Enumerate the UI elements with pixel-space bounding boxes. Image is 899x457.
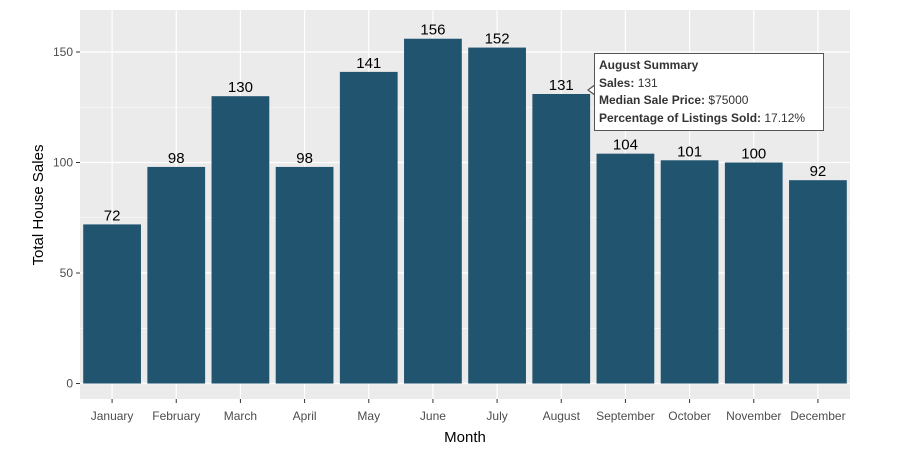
x-tick-label: September — [596, 409, 655, 423]
bar-november[interactable] — [724, 162, 783, 384]
x-tick-label: October — [668, 409, 711, 423]
bar-value-label: 98 — [168, 150, 185, 167]
x-tick-label: August — [543, 409, 581, 423]
y-axis-title: Total House Sales — [30, 145, 47, 266]
bar-august[interactable] — [532, 93, 591, 384]
x-tick-label: January — [91, 409, 134, 423]
bar-june[interactable] — [404, 38, 462, 384]
x-tick-label: May — [357, 409, 380, 423]
bar-value-label: 104 — [613, 137, 638, 154]
x-tick-label: March — [224, 409, 257, 423]
bar-value-label: 72 — [104, 207, 121, 224]
bar-value-label: 101 — [677, 143, 702, 160]
bar-july[interactable] — [468, 47, 526, 384]
tooltip-row-sales: Sales: 131 — [599, 75, 658, 90]
hover-tooltip: August Summary Sales: 131 Median Sale Pr… — [594, 53, 824, 131]
bar-september[interactable] — [596, 153, 655, 384]
bar-value-label: 92 — [810, 163, 827, 180]
y-tick-label: 150 — [53, 45, 73, 59]
y-axis: 0 50 100 150 — [53, 45, 80, 391]
x-tick-label: February — [152, 409, 200, 423]
bar-value-label: 141 — [356, 55, 381, 72]
bar-december[interactable] — [789, 180, 847, 384]
tooltip-row-pct-sold: Percentage of Listings Sold: 17.12% — [599, 110, 806, 125]
tooltip-pointer-fill — [589, 85, 596, 95]
x-tick-label: November — [726, 409, 781, 423]
bar-value-label: 152 — [485, 31, 510, 48]
bar-april[interactable] — [275, 166, 334, 384]
bar-february[interactable] — [147, 166, 206, 384]
bar-may[interactable] — [339, 71, 398, 384]
x-tick-label: December — [790, 409, 845, 423]
bar-value-label: 156 — [420, 22, 445, 39]
bar-value-label: 98 — [296, 150, 313, 167]
tooltip-row-median-price: Median Sale Price: $75000 — [599, 93, 749, 107]
y-tick-label: 0 — [66, 377, 73, 391]
x-axis-title: Month — [444, 429, 486, 446]
y-tick-label: 100 — [53, 156, 73, 170]
bars — [83, 38, 847, 384]
bar-january[interactable] — [83, 224, 141, 384]
bar-october[interactable] — [660, 160, 719, 384]
y-tick-label: 50 — [60, 266, 74, 280]
tooltip-title: August Summary — [599, 58, 699, 72]
x-tick-label: July — [486, 409, 507, 423]
bar-value-label: 131 — [549, 77, 574, 94]
bar-march[interactable] — [211, 96, 270, 384]
bar-labels: 72 98 130 98 141 156 152 131 104 101 100 92 — [104, 22, 827, 225]
x-tick-label: June — [420, 409, 446, 423]
bar-value-label: 130 — [228, 79, 253, 96]
x-axis: January February March April May June July Augu… — [91, 399, 846, 423]
x-tick-label: April — [293, 409, 317, 423]
bar-value-label: 100 — [741, 146, 766, 163]
